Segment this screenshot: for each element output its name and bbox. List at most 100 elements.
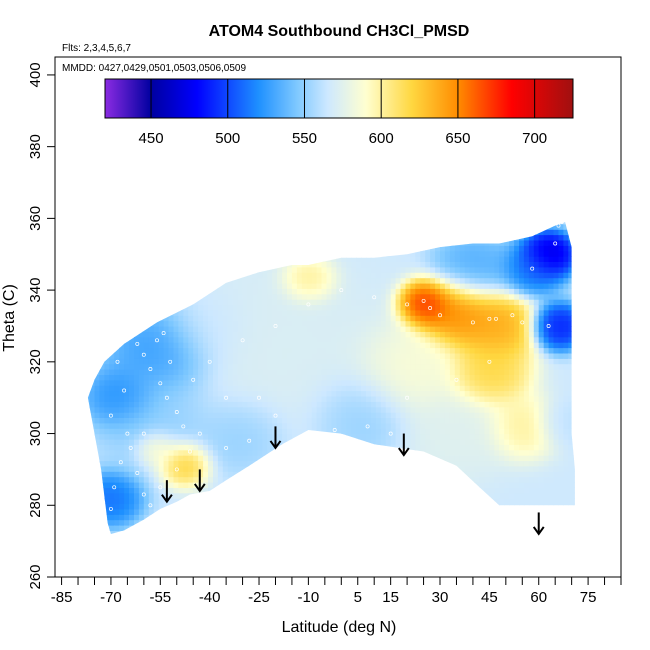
field-cell xyxy=(183,433,189,440)
field-cell xyxy=(198,250,204,257)
field-cell xyxy=(282,379,288,386)
field-cell xyxy=(114,519,120,526)
field-cell xyxy=(356,460,362,467)
field-cell xyxy=(138,250,145,257)
field-cell xyxy=(178,449,184,456)
field-cell xyxy=(435,266,441,273)
field-cell xyxy=(370,299,377,306)
field-cell xyxy=(326,444,332,451)
field-cell xyxy=(153,401,160,408)
field-cell xyxy=(208,299,214,306)
field-cell xyxy=(178,213,184,219)
field-cell xyxy=(213,482,219,488)
field-cell xyxy=(232,299,239,306)
field-cell xyxy=(375,525,382,531)
field-cell xyxy=(198,277,204,284)
field-cell xyxy=(336,245,342,252)
field-cell xyxy=(282,374,288,381)
field-cell xyxy=(306,374,313,381)
field-cell xyxy=(217,374,224,381)
field-cell xyxy=(222,406,229,413)
field-cell xyxy=(89,326,96,332)
field-cell xyxy=(282,234,288,241)
field-cell xyxy=(153,417,160,424)
field-cell xyxy=(474,229,481,236)
field-cell xyxy=(267,261,273,268)
field-cell xyxy=(321,406,327,413)
field-cell xyxy=(331,299,337,306)
field-cell xyxy=(99,272,105,279)
field-cell xyxy=(158,299,165,306)
field-cell xyxy=(430,309,436,316)
field-cell xyxy=(405,250,411,257)
field-cell xyxy=(420,444,426,451)
field-cell xyxy=(148,229,155,236)
field-cell xyxy=(479,223,485,230)
field-cell xyxy=(242,482,249,488)
field-cell xyxy=(213,229,219,236)
field-cell xyxy=(262,336,268,343)
field-cell xyxy=(94,222,100,225)
field-cell xyxy=(129,422,135,429)
field-cell xyxy=(449,482,456,488)
field-cell xyxy=(198,503,204,510)
field-cell xyxy=(296,460,303,467)
field-cell xyxy=(148,417,155,424)
field-cell xyxy=(119,374,125,381)
field-cell xyxy=(435,277,441,284)
field-cell xyxy=(168,455,174,462)
field-cell xyxy=(188,438,194,445)
field-cell xyxy=(297,213,303,219)
field-cell xyxy=(138,352,145,359)
field-cell xyxy=(301,406,308,413)
field-cell xyxy=(415,239,421,246)
field-cell xyxy=(169,213,175,219)
field-cell xyxy=(138,514,145,521)
field-cell xyxy=(356,492,362,499)
field-cell xyxy=(223,213,229,219)
field-cell xyxy=(188,460,194,467)
field-cell xyxy=(178,482,184,488)
field-cell xyxy=(291,401,298,408)
field-cell xyxy=(257,320,263,327)
field-cell xyxy=(331,385,337,392)
field-cell xyxy=(178,519,184,526)
field-cell xyxy=(213,530,219,534)
field-cell xyxy=(222,315,229,322)
field-cell xyxy=(247,336,253,343)
field-cell xyxy=(94,304,100,311)
field-cell xyxy=(252,282,258,289)
field-cell xyxy=(257,293,263,300)
field-cell xyxy=(375,326,382,332)
field-cell xyxy=(366,309,372,316)
field-cell xyxy=(89,428,96,435)
field-cell xyxy=(405,223,411,230)
field-cell xyxy=(148,471,155,478)
field-cell xyxy=(454,519,461,526)
field-cell xyxy=(390,433,397,440)
field-cell xyxy=(267,395,273,402)
field-cell xyxy=(213,471,219,478)
field-cell xyxy=(479,299,485,306)
field-cell xyxy=(218,213,224,219)
field-cell xyxy=(282,299,288,306)
field-cell xyxy=(420,503,426,510)
field-cell xyxy=(237,514,244,521)
field-cell xyxy=(327,213,333,219)
field-cell xyxy=(232,304,239,311)
field-cell xyxy=(361,498,367,505)
field-cell xyxy=(469,288,476,295)
field-cell xyxy=(405,304,411,311)
field-cell xyxy=(138,379,145,386)
field-cell xyxy=(89,412,96,418)
field-cell xyxy=(375,455,382,462)
field-cell xyxy=(178,525,184,531)
field-cell xyxy=(341,519,347,526)
field-cell xyxy=(351,519,357,526)
field-cell xyxy=(217,530,224,534)
field-cell xyxy=(193,331,199,338)
field-cell xyxy=(109,320,115,327)
field-cell xyxy=(99,352,105,359)
field-cell xyxy=(168,223,174,230)
field-cell xyxy=(198,309,204,316)
